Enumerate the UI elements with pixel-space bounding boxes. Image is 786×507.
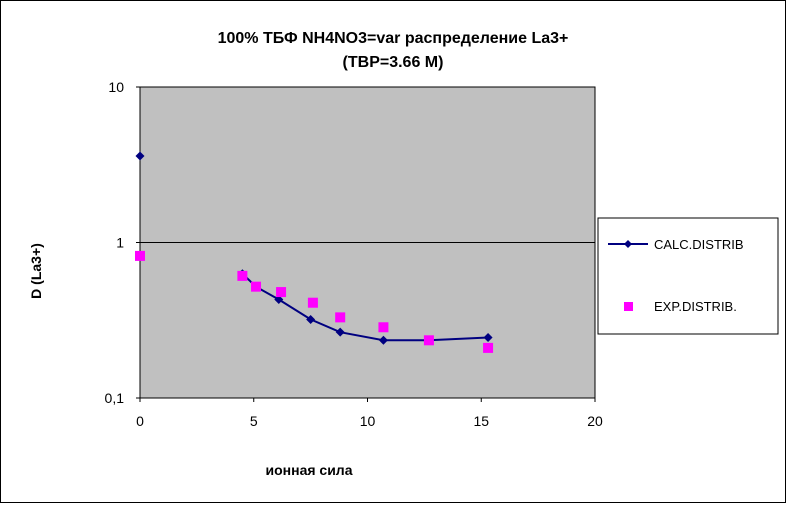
chart-title-line2: (TBP=3.66 M): [343, 54, 444, 71]
legend-label-exp: EXP.DISTRIB.: [654, 299, 737, 314]
calc-point-6: [378, 335, 388, 345]
legend: CALC.DISTRIB EXP.DISTRIB.: [597, 217, 779, 335]
legend-marker-exp: [624, 302, 633, 311]
x-tick-labels: 0 5 10 15 20: [136, 398, 603, 429]
exp-point-0: [135, 250, 145, 261]
exp-point-6: [378, 322, 389, 333]
calc-point-0: [135, 151, 145, 161]
legend-marker-calc: [624, 240, 632, 248]
calc-point-3: [274, 294, 284, 304]
exp-point-3: [276, 287, 287, 298]
calc-point-4: [306, 314, 316, 324]
exp-point-2: [251, 281, 262, 292]
exp-point-5: [335, 312, 346, 323]
legend-label-calc: CALC.DISTRIB: [654, 237, 744, 252]
exp-point-1: [237, 270, 248, 281]
calc-point-5: [335, 327, 345, 337]
y-axis-title: D (La3+): [28, 243, 44, 299]
x-axis-title: ионная сила: [266, 462, 353, 478]
chart-title-line1: 100% ТБФ NH4NO3=var распределение La3+: [218, 30, 569, 47]
series-1: [135, 250, 494, 353]
calc-point-8: [483, 332, 493, 342]
exp-point-7: [423, 335, 434, 346]
x-tick-label-1: 5: [250, 413, 258, 429]
y-tick-label-1: 1: [116, 235, 124, 251]
x-tick-label-4: 20: [587, 413, 603, 429]
x-tick-label-2: 10: [360, 413, 376, 429]
y-tick-label-2: 10: [108, 79, 124, 95]
y-tick-label-0: 0,1: [105, 390, 125, 406]
exp-point-8: [483, 342, 494, 353]
legend-box: [597, 217, 779, 335]
x-tick-label-0: 0: [136, 413, 144, 429]
y-tick-labels: 0,1 1 10: [105, 79, 140, 406]
series-layer: [135, 151, 494, 353]
exp-point-4: [307, 297, 318, 308]
x-tick-label-3: 15: [473, 413, 489, 429]
